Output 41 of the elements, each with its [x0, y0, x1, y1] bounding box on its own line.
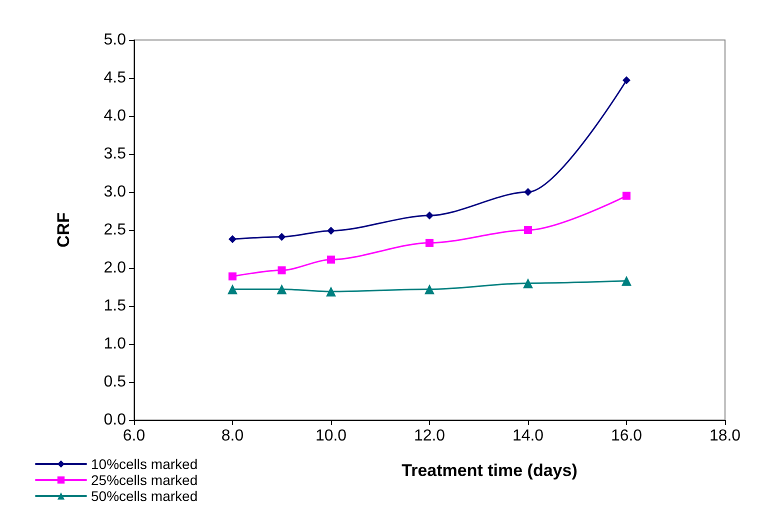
point — [278, 232, 286, 241]
point — [326, 286, 336, 297]
y-axis-title: CRF — [54, 212, 73, 248]
x-tick-label: 18.0 — [709, 428, 741, 444]
point — [276, 284, 287, 294]
point — [327, 226, 335, 235]
point — [622, 192, 630, 200]
point — [426, 238, 434, 247]
y-tick-label: 0.5 — [104, 374, 126, 390]
point — [524, 226, 532, 234]
legend-label: 25%cells marked — [91, 472, 198, 488]
y-tick-label: 0.0 — [104, 412, 126, 428]
y-tick-label: 2.5 — [104, 222, 126, 238]
legend-label: 10%cells marked — [91, 456, 198, 472]
x-tick-label: 10.0 — [315, 428, 347, 444]
y-tick-label: 4.5 — [104, 70, 126, 86]
point — [426, 212, 434, 220]
point — [424, 284, 434, 294]
y-tick-label: 4.0 — [104, 108, 126, 124]
y-tick-label: 5.0 — [104, 32, 126, 48]
point — [228, 235, 236, 244]
point — [278, 266, 286, 274]
x-tick-label: 16.0 — [610, 428, 642, 444]
y-tick-label: 3.0 — [104, 184, 126, 200]
point — [622, 76, 630, 84]
x-tick-label: 8.0 — [221, 428, 244, 444]
x-axis-title: Treatment time (days) — [402, 461, 578, 480]
point — [524, 188, 532, 196]
point — [228, 284, 238, 294]
legend-label: 50%cells marked — [91, 488, 198, 504]
y-tick-label: 2.0 — [104, 260, 126, 276]
y-tick-label: 1.5 — [104, 298, 126, 314]
point — [622, 276, 632, 286]
x-tick-label: 14.0 — [512, 428, 544, 444]
y-tick-label: 3.5 — [104, 146, 126, 162]
point — [228, 272, 236, 280]
x-tick-label: 6.0 — [122, 428, 146, 444]
y-tick-label: 1.0 — [104, 336, 126, 352]
point — [523, 278, 533, 288]
point — [327, 256, 335, 264]
x-tick-label: 12.0 — [414, 428, 446, 444]
